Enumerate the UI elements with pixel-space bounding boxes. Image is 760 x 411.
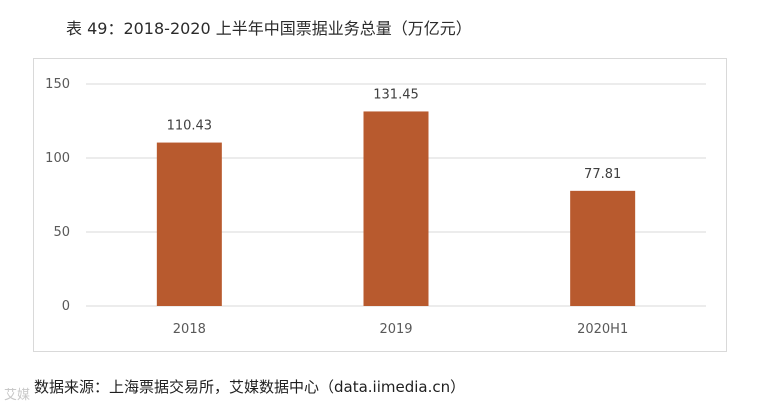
- y-tick-label: 50: [53, 225, 70, 240]
- bar-chart: 0 50 100 150 110.43 2018 131.45 2019 77.81 2020H1: [45, 77, 706, 337]
- watermark-logo: 艾媒: [4, 388, 31, 403]
- y-tick-label: 100: [45, 151, 70, 166]
- chart-frame: 0 50 100 150 110.43 2018 131.45 2019 77.81 2020H1: [33, 58, 727, 352]
- data-label: 131.45: [373, 87, 419, 102]
- data-label: 110.43: [167, 119, 213, 134]
- data-label: 77.81: [584, 167, 621, 182]
- bar: [363, 111, 429, 306]
- y-tick-label: 150: [45, 77, 70, 92]
- chart-title: 表 49：2018-2020 上半年中国票据业务总量（万亿元）: [66, 19, 472, 38]
- x-tick-label: 2018: [173, 322, 206, 337]
- bar: [156, 142, 222, 306]
- x-tick-label: 2019: [379, 322, 412, 337]
- x-tick-label: 2020H1: [577, 322, 628, 337]
- bar: [570, 190, 636, 306]
- y-tick-label: 0: [62, 299, 70, 314]
- data-source-note: 数据来源：上海票据交易所，艾媒数据中心（data.iimedia.cn）: [34, 378, 466, 396]
